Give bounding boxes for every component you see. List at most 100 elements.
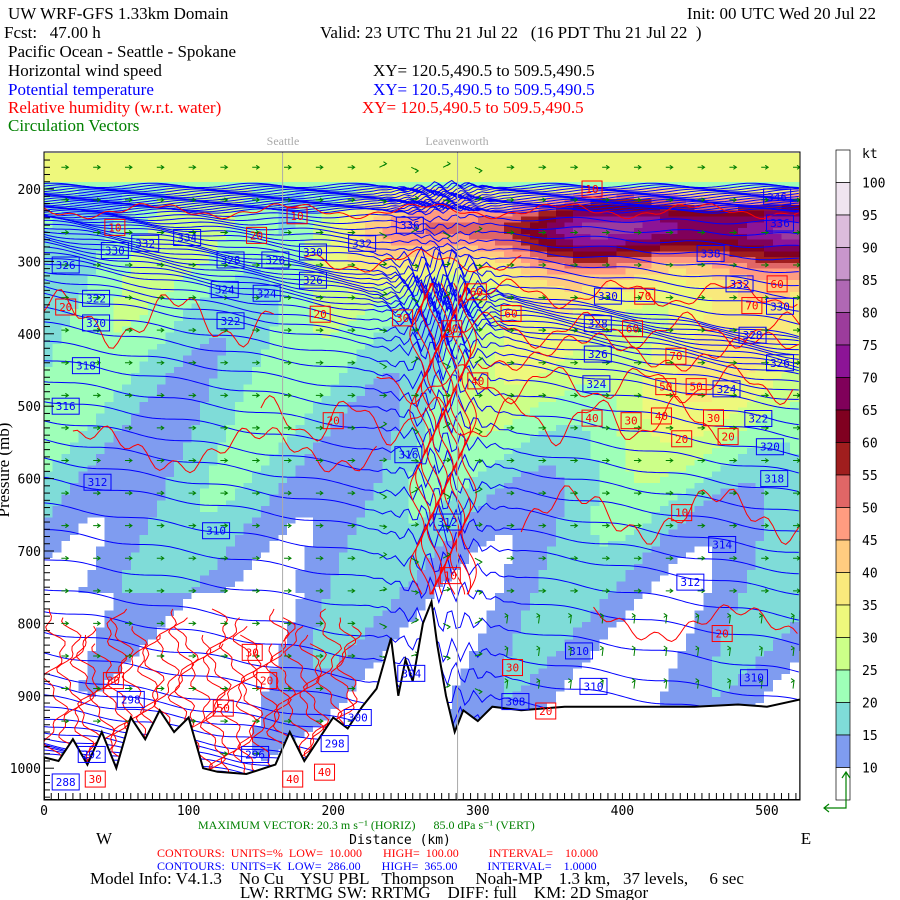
wind-speed-cell	[321, 488, 331, 495]
wind-speed-cell	[252, 233, 262, 241]
wind-speed-cell	[347, 598, 357, 605]
wind-speed-cell	[356, 604, 366, 611]
wind-speed-cell	[391, 332, 401, 339]
wind-speed-cell	[252, 604, 262, 611]
wind-speed-cell	[200, 517, 210, 524]
wind-speed-cell	[174, 309, 184, 316]
wind-speed-cell	[104, 309, 114, 316]
wind-speed-cell	[113, 523, 123, 530]
wind-speed-cell	[174, 326, 184, 333]
wind-speed-cell	[208, 650, 218, 658]
wind-speed-cell	[356, 506, 366, 513]
wind-speed-cell	[391, 604, 401, 611]
wind-speed-cell	[313, 540, 323, 548]
wind-speed-cell	[347, 176, 357, 183]
wind-speed-cell	[382, 575, 392, 582]
wind-speed-cell	[96, 726, 106, 733]
wind-speed-cell	[356, 633, 366, 640]
wind-speed-cell	[139, 465, 149, 472]
wind-speed-cell	[52, 650, 62, 658]
wind-speed-cell	[373, 442, 383, 449]
wind-speed-cell	[122, 581, 132, 588]
wind-speed-cell	[226, 622, 236, 629]
wind-speed-cell	[217, 610, 227, 617]
wind-speed-cell	[304, 720, 314, 727]
wind-speed-cell	[408, 222, 418, 229]
wind-speed-cell	[191, 708, 201, 715]
wind-speed-cell	[252, 176, 262, 183]
wind-speed-cell	[373, 459, 383, 466]
wind-speed-cell	[243, 500, 253, 507]
wind-speed-cell	[321, 407, 331, 414]
wind-speed-cell	[78, 558, 88, 565]
wind-speed-cell	[122, 500, 132, 507]
wind-speed-cell	[365, 338, 375, 345]
wind-speed-cell	[408, 598, 418, 605]
wind-speed-cell	[217, 720, 227, 727]
wind-speed-cell	[269, 703, 279, 710]
wind-speed-cell	[208, 372, 218, 380]
wind-speed-cell	[61, 575, 71, 582]
wind-speed-cell	[200, 216, 210, 223]
wind-speed-cell	[78, 523, 88, 530]
wind-speed-cell	[208, 181, 218, 188]
wind-speed-cell	[425, 274, 435, 281]
wind-speed-cell	[96, 523, 106, 530]
wind-speed-cell	[156, 529, 166, 536]
wind-speed-cell	[269, 482, 279, 490]
wind-speed-cell	[365, 506, 375, 513]
wind-speed-cell	[148, 546, 158, 553]
wind-speed-cell	[165, 627, 175, 634]
wind-speed-cell	[87, 593, 97, 600]
wind-speed-cell	[44, 633, 54, 640]
wind-speed-cell	[321, 581, 331, 588]
wind-speed-cell	[191, 430, 201, 437]
wind-speed-cell	[313, 459, 323, 466]
wind-speed-cell	[417, 176, 427, 183]
wind-speed-cell	[391, 274, 401, 281]
wind-speed-cell	[87, 396, 97, 403]
wind-speed-cell	[182, 471, 192, 478]
wind-speed-cell	[139, 506, 149, 513]
wind-speed-cell	[87, 529, 97, 536]
wind-speed-cell	[339, 407, 349, 414]
wind-speed-cell	[234, 703, 245, 710]
wind-speed-cell	[365, 251, 375, 258]
wind-speed-cell	[347, 152, 357, 159]
wind-speed-cell	[356, 268, 366, 275]
wind-speed-cell	[365, 587, 375, 594]
wind-speed-cell	[96, 477, 106, 484]
wind-speed-cell	[313, 152, 323, 159]
wind-speed-cell	[165, 616, 175, 623]
wind-speed-cell	[269, 645, 279, 652]
wind-speed-cell	[373, 593, 383, 600]
wind-speed-cell	[87, 679, 97, 687]
wind-speed-cell	[52, 176, 62, 183]
wind-speed-cell	[425, 396, 435, 403]
wind-speed-cell	[208, 355, 218, 362]
wind-speed-cell	[122, 604, 132, 611]
wind-speed-cell	[182, 297, 192, 304]
wind-speed-cell	[113, 500, 123, 507]
wind-speed-cell	[217, 691, 227, 698]
wind-speed-cell	[191, 320, 201, 327]
wind-speed-cell	[269, 309, 279, 316]
wind-speed-cell	[70, 604, 80, 611]
wind-speed-cell	[356, 471, 366, 478]
wind-speed-cell	[382, 204, 392, 212]
wind-speed-cell	[156, 656, 166, 663]
wind-speed-cell	[122, 367, 132, 374]
wind-speed-cell	[217, 268, 227, 275]
wind-speed-cell	[165, 257, 175, 264]
wind-speed-cell	[330, 430, 340, 437]
wind-speed-cell	[217, 535, 227, 542]
wind-speed-cell	[78, 685, 88, 692]
wind-speed-cell	[165, 326, 175, 333]
wind-speed-cell	[295, 598, 305, 605]
wind-speed-cell	[234, 523, 245, 530]
wind-speed-cell	[399, 593, 409, 600]
wind-speed-cell	[96, 662, 106, 669]
wind-speed-cell	[191, 355, 201, 362]
wind-speed-cell	[104, 627, 114, 634]
wind-speed-cell	[399, 332, 409, 339]
